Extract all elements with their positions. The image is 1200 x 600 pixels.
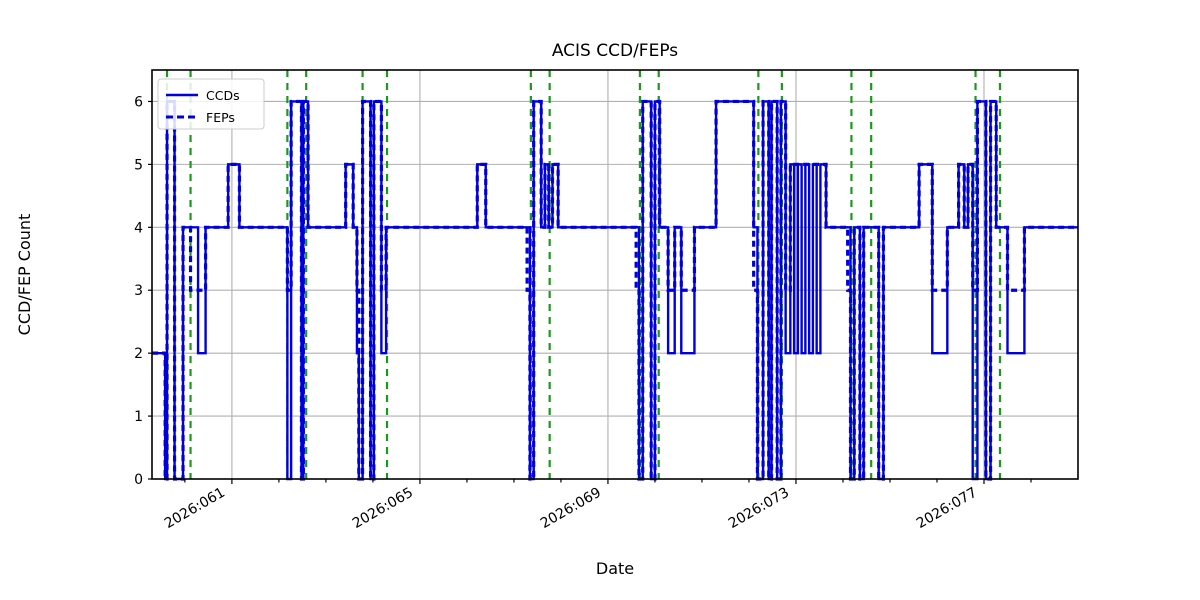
legend-label-ccds: CCDs [206, 88, 240, 103]
y-tick-label: 4 [134, 220, 143, 236]
y-tick-label: 6 [134, 94, 143, 110]
y-tick-label: 2 [134, 346, 143, 362]
x-axis-label: Date [596, 559, 634, 578]
chart-title: ACIS CCD/FEPs [552, 41, 678, 61]
y-tick-label: 5 [134, 157, 143, 173]
series-line-ccds [152, 100, 1078, 481]
legend-label-feps: FEPs [206, 110, 235, 125]
y-tick-label: 1 [134, 409, 143, 425]
y-axis-label: CCD/FEP Count [15, 214, 34, 336]
y-tick-label: 0 [134, 472, 143, 488]
y-tick-label: 3 [134, 283, 143, 299]
plot-border [151, 69, 1079, 480]
legend-box [157, 78, 265, 130]
